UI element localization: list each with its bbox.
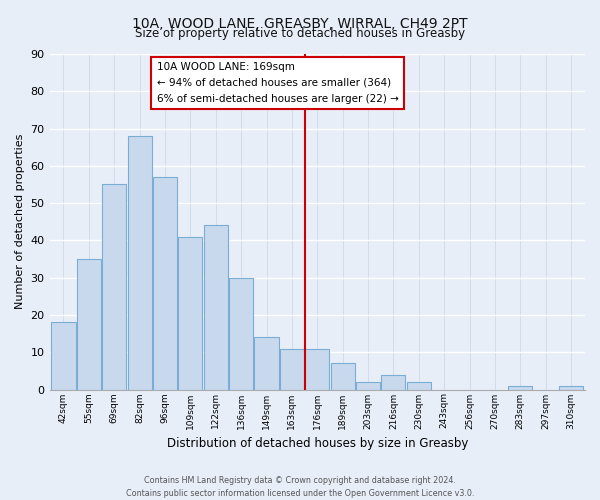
Bar xyxy=(331,364,355,390)
Bar xyxy=(280,348,304,390)
Text: Size of property relative to detached houses in Greasby: Size of property relative to detached ho… xyxy=(135,28,465,40)
Y-axis label: Number of detached properties: Number of detached properties xyxy=(15,134,25,310)
Bar xyxy=(305,348,329,390)
Bar xyxy=(178,236,202,390)
Bar xyxy=(407,382,431,390)
Text: Contains HM Land Registry data © Crown copyright and database right 2024.
Contai: Contains HM Land Registry data © Crown c… xyxy=(126,476,474,498)
Bar xyxy=(128,136,152,390)
Bar xyxy=(77,259,101,390)
X-axis label: Distribution of detached houses by size in Greasby: Distribution of detached houses by size … xyxy=(167,437,468,450)
Bar xyxy=(229,278,253,390)
Bar xyxy=(254,338,278,390)
Text: 10A WOOD LANE: 169sqm
← 94% of detached houses are smaller (364)
6% of semi-deta: 10A WOOD LANE: 169sqm ← 94% of detached … xyxy=(157,62,398,104)
Bar xyxy=(559,386,583,390)
Bar xyxy=(153,177,177,390)
Bar xyxy=(102,184,127,390)
Text: 10A, WOOD LANE, GREASBY, WIRRAL, CH49 2PT: 10A, WOOD LANE, GREASBY, WIRRAL, CH49 2P… xyxy=(132,18,468,32)
Bar xyxy=(204,226,228,390)
Bar xyxy=(356,382,380,390)
Bar xyxy=(508,386,532,390)
Bar xyxy=(382,374,406,390)
Bar xyxy=(52,322,76,390)
